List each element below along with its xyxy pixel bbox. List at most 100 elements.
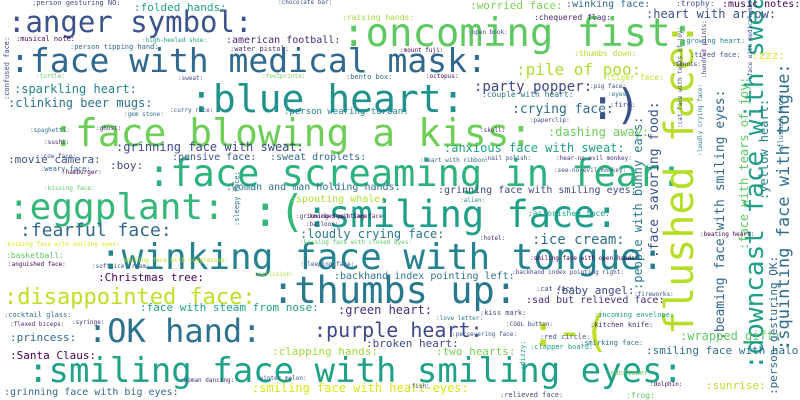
word: :kissing face: — [44, 185, 95, 192]
word: :grinning face with sweat: — [116, 140, 304, 154]
word: :disappointed face: — [4, 285, 256, 310]
word: :syringe: — [72, 319, 105, 326]
word: :smiling face with open hands: — [530, 255, 639, 262]
word: :worried face: — [470, 0, 563, 12]
word: :octopus: — [426, 73, 459, 80]
word: :COOL button: — [506, 321, 553, 328]
word: :frog: — [626, 391, 655, 400]
word: :smiling face: — [306, 193, 618, 236]
word: :) — [590, 80, 641, 129]
word: :purple heart: — [314, 318, 483, 342]
word: :anxious face with sweat: — [444, 141, 625, 155]
word: :incoming envelope: — [594, 311, 675, 319]
word: :sweat: — [178, 75, 204, 82]
word: :grinning face with big eyes: — [4, 387, 179, 398]
word: :dolphin: — [650, 381, 683, 388]
word: :cow face: — [40, 153, 77, 160]
word: :princess: — [10, 331, 77, 344]
word: :face savoring food: — [647, 101, 662, 258]
word: :soft ice cream: — [92, 263, 150, 270]
word: :sparkling heart: — [14, 82, 137, 96]
word: :broken heart: — [366, 337, 459, 350]
word: :( — [252, 186, 305, 237]
word: :winking face with tongue: — [100, 237, 664, 278]
word: :movie camera: — [8, 153, 101, 166]
word: :trophy: — [676, 0, 715, 8]
word: :smiling face with smiling eyes: — [28, 351, 684, 391]
word: :thumbs down: — [574, 49, 637, 58]
word: :smirking face: — [580, 339, 644, 347]
word: :winking face: — [566, 0, 651, 10]
word: :tennis: — [672, 61, 701, 68]
word: :-( — [530, 306, 610, 357]
word: :pile of poo: — [516, 60, 642, 79]
word: :thumbs up: — [272, 269, 518, 312]
word: :face screaming in fear: — [148, 152, 683, 195]
word: :heart with arrow: — [646, 7, 777, 21]
word: :bento box: — [346, 73, 393, 81]
word: :people with bunny ears: — [631, 116, 645, 290]
word: :tired face: — [690, 51, 741, 59]
word: :flushed face: — [777, 92, 785, 152]
word: :baby angel: — [555, 284, 635, 297]
word: :woman dancing: — [180, 377, 235, 384]
word: :american football: — [226, 35, 341, 46]
word: :open book: — [468, 29, 508, 36]
word: :sleeping face: — [300, 261, 355, 268]
word: :sushi: — [44, 139, 70, 146]
word: :astonished face: — [528, 209, 610, 218]
word: :ice cream: — [532, 232, 625, 248]
word: :loudly crying face: — [697, 83, 704, 156]
word: :basketball: — [6, 251, 64, 260]
word: :sweat droplets: — [270, 152, 367, 163]
word: :confused face: — [3, 36, 11, 100]
word: :smiling face with heart-eyes: — [252, 381, 469, 395]
word: :high-heeled shoe: — [142, 37, 208, 44]
word: :red circle: — [540, 333, 591, 341]
word: :kitchen knife: — [590, 321, 654, 329]
word: :Christmas tree: — [98, 271, 204, 284]
word: :loudly crying face: — [300, 227, 445, 241]
word: :person gesturing NO: — [32, 0, 121, 7]
word: :balloon: — [306, 221, 339, 228]
word: :clapper board: — [530, 343, 594, 351]
word: :boy: — [110, 159, 144, 172]
word: :paperclip: — [530, 117, 570, 124]
word: :cocktail glass: — [4, 311, 72, 319]
word: :footprints: — [262, 73, 306, 80]
word: :relieved face: — [500, 391, 564, 399]
word: :sunrise: — [706, 379, 766, 392]
word: :hundred points: — [701, 20, 708, 78]
word: :sad but relieved face: — [526, 295, 665, 306]
word: :love letter: — [436, 315, 483, 322]
word: :folded hands: — [134, 1, 227, 14]
word: :eggplant: — [8, 187, 225, 228]
word: :OK hand: — [88, 312, 262, 350]
word: :fearful face: — [20, 220, 172, 241]
word: :hotel: — [480, 235, 506, 242]
word: :dashing away: — [548, 125, 650, 139]
word: :ghost: — [96, 125, 122, 132]
word: :Santa Claus: — [10, 349, 97, 362]
word: :person gesturing OK: — [767, 255, 780, 395]
word: :kissing face with closed eyes: — [300, 239, 412, 246]
word: :tiger face: — [606, 73, 664, 82]
word: :fireworks: — [634, 291, 674, 298]
word: :party popper: — [474, 79, 593, 95]
word: :green heart: — [338, 303, 432, 317]
word: :face with tears of joy: — [737, 76, 751, 250]
word: :two hearts: — [436, 345, 516, 358]
word: :kissing face with smiling eyes: — [4, 241, 120, 248]
word: :grinning squinting face: — [296, 213, 387, 220]
word: :face blowing a kiss: — [52, 111, 533, 155]
word: :heart with ribbon: — [420, 157, 489, 164]
word: :face with medical mask: — [747, 0, 754, 80]
word: :curry rice: — [170, 107, 214, 114]
word: :alien: — [460, 197, 486, 204]
word: :oncoming fist: — [342, 11, 695, 56]
word: :clinking beer mugs: — [8, 96, 153, 110]
word: :sleepy face: — [233, 171, 241, 226]
word: :anger symbol: — [8, 5, 253, 39]
word: :spaghetti: — [30, 127, 70, 134]
word: :flexed biceps: — [10, 321, 65, 328]
